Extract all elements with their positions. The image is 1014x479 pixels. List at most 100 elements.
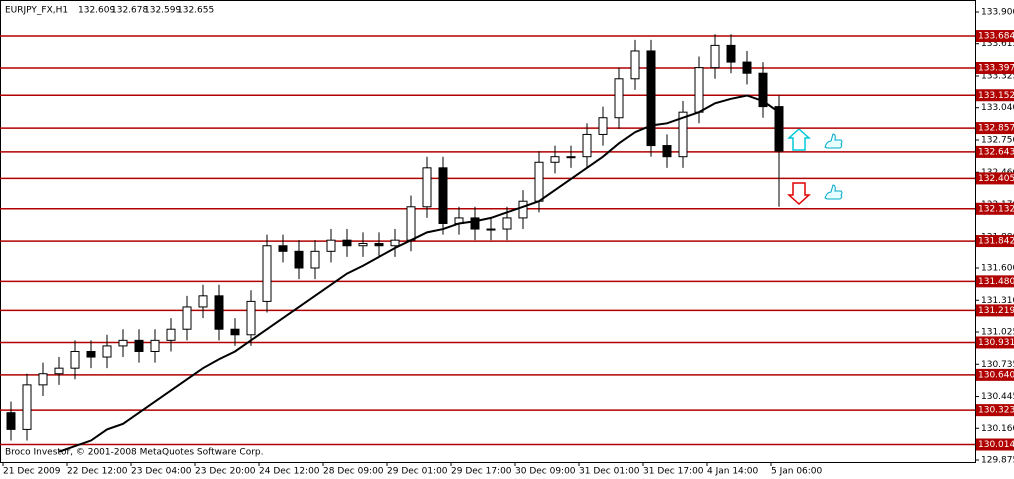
plot-frame <box>0 0 976 463</box>
candle-body <box>166 328 176 341</box>
candle-body <box>758 72 768 108</box>
candle-body <box>86 350 96 358</box>
candle-body <box>310 250 320 269</box>
x-tick-label: 30 Dec 09:00 <box>515 467 576 477</box>
level-label: 133.684 <box>978 32 1014 42</box>
candle-body <box>54 367 64 375</box>
down-arrow <box>787 182 811 206</box>
level-label: 133.152 <box>978 91 1014 101</box>
level-label: 133.397 <box>978 63 1014 73</box>
candle-body <box>614 78 624 119</box>
candle-body <box>726 44 736 63</box>
candle-body <box>566 156 576 159</box>
level-tag <box>976 145 1014 158</box>
candle-body <box>38 373 48 386</box>
level-label: 130.640 <box>978 370 1014 380</box>
y-tick-label: 130.160 <box>981 424 1014 434</box>
x-tick-label: 22 Dec 12:00 <box>67 467 128 477</box>
candle-body <box>262 245 272 302</box>
candle-body <box>198 295 208 308</box>
level-label: 132.405 <box>978 174 1014 184</box>
candle-body <box>150 339 160 352</box>
candle-body <box>630 50 640 80</box>
y-tick-label: 129.875 <box>981 456 1014 466</box>
level-tag <box>976 336 1014 349</box>
hand-icon <box>824 184 843 200</box>
level-label: 132.643 <box>978 147 1014 157</box>
x-tick-label: 31 Dec 17:00 <box>643 467 704 477</box>
candle-body <box>326 239 336 252</box>
level-label: 131.842 <box>978 237 1014 247</box>
candle-body <box>694 67 704 113</box>
x-tick-label: 4 Jan 14:00 <box>707 467 759 477</box>
candle-body <box>134 339 144 352</box>
hand-icon <box>824 133 843 149</box>
candle-body <box>342 239 352 247</box>
level-tag <box>976 89 1014 102</box>
candle-body <box>486 228 496 231</box>
candle-body <box>214 295 224 330</box>
level-label: 130.931 <box>978 338 1014 348</box>
candle-body <box>646 50 656 147</box>
x-tick-label: 21 Dec 2009 <box>3 467 61 477</box>
level-tag <box>976 122 1014 135</box>
y-tick-label: 133.040 <box>981 103 1014 113</box>
candle-body <box>6 412 16 430</box>
candle-body <box>406 206 416 241</box>
candle-body <box>246 300 256 336</box>
quote-high: 132.678 <box>111 6 148 16</box>
level-label: 130.014 <box>978 440 1014 450</box>
candle-body <box>230 328 240 336</box>
y-tick-label: 131.310 <box>981 296 1014 306</box>
candle-body <box>518 200 528 219</box>
y-tick-label: 133.325 <box>981 72 1014 82</box>
x-tick-label: 5 Jan 06:00 <box>771 467 823 477</box>
x-tick-label: 23 Dec 04:00 <box>131 467 192 477</box>
level-label: 132.857 <box>978 124 1014 134</box>
level-tag <box>976 202 1014 215</box>
level-tag <box>976 61 1014 74</box>
level-tag <box>976 235 1014 248</box>
candle-body <box>774 106 784 152</box>
candle-body <box>550 156 560 163</box>
candle-body <box>22 384 32 430</box>
candle-body <box>118 339 128 347</box>
x-tick-label: 24 Dec 12:00 <box>259 467 320 477</box>
quote-open: 132.609 <box>78 6 115 16</box>
level-tag <box>976 304 1014 317</box>
signal-arrows <box>787 127 843 206</box>
candle-body <box>422 167 432 208</box>
candle-body <box>294 250 304 269</box>
candle-body <box>662 145 672 158</box>
symbol: EURJPY_FX,H1 <box>5 6 68 16</box>
x-tick-label: 29 Dec 01:00 <box>387 467 448 477</box>
candle-body <box>710 44 720 69</box>
candle-body <box>374 243 384 247</box>
x-tick-label: 23 Dec 20:00 <box>195 467 256 477</box>
candle-body <box>278 245 288 252</box>
y-tick-label: 131.600 <box>981 264 1014 274</box>
copyright: Broco Investor, © 2001-2008 MetaQuotes S… <box>5 448 264 458</box>
y-tick-label: 130.735 <box>981 360 1014 370</box>
candle-body <box>598 117 608 135</box>
level-label: 131.219 <box>978 306 1014 316</box>
level-tag <box>976 404 1014 417</box>
x-tick-label: 29 Dec 17:00 <box>451 467 512 477</box>
candle-body <box>358 243 368 247</box>
candle-body <box>742 61 752 74</box>
level-tag <box>976 172 1014 185</box>
candle-body <box>182 306 192 330</box>
candle-body <box>102 345 112 358</box>
level-tag <box>976 275 1014 288</box>
y-tick-label: 133.615 <box>981 39 1014 49</box>
level-label: 132.132 <box>978 204 1014 214</box>
quote-close: 132.655 <box>177 6 214 16</box>
candle-body <box>390 239 400 247</box>
candle-body <box>438 167 448 224</box>
level-tag <box>976 438 1014 451</box>
candle-body <box>470 217 480 230</box>
level-label: 130.323 <box>978 406 1014 416</box>
x-tick-label: 31 Dec 01:00 <box>579 467 640 477</box>
candle-body <box>534 161 544 202</box>
candle-body <box>582 133 592 158</box>
